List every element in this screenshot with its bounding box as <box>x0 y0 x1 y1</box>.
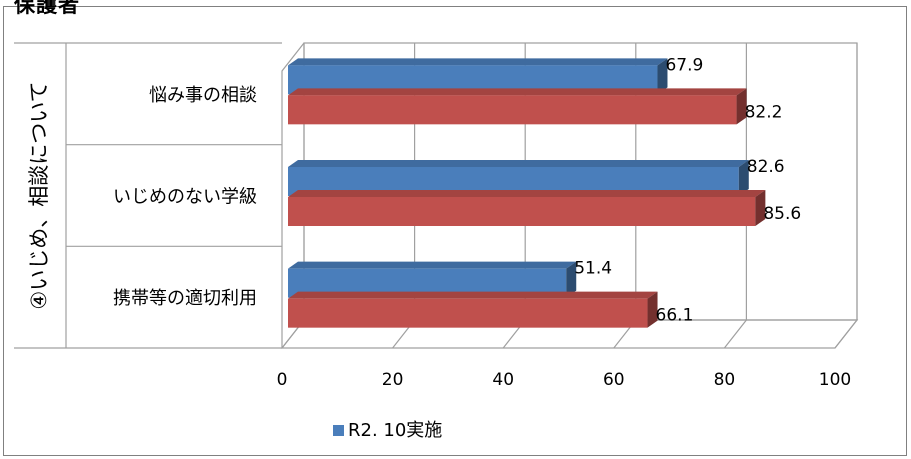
data-label: 67.9 <box>665 55 703 75</box>
gridline-5 <box>834 43 858 349</box>
group-axis-label: ④いじめ、相談について <box>27 81 51 309</box>
bar-red-2 <box>288 291 658 328</box>
category-label: 悩み事の相談 <box>149 85 257 106</box>
data-label: 66.1 <box>656 306 694 326</box>
x-tick-label: 40 <box>492 370 514 390</box>
x-tick-label: 0 <box>277 370 288 390</box>
legend-swatch <box>333 425 344 436</box>
legend-label: R2. 10実施 <box>348 420 442 441</box>
x-tick-label: 20 <box>382 370 404 390</box>
data-label: 82.2 <box>745 102 783 122</box>
data-label: 82.6 <box>747 157 785 177</box>
x-tick-label: 100 <box>819 370 851 390</box>
gridline-4 <box>723 43 747 349</box>
bar-red-0 <box>288 88 747 125</box>
x-tick-label: 60 <box>603 370 625 390</box>
plot-side-wall <box>281 42 305 348</box>
bar-red-1 <box>288 190 766 226</box>
data-label: 51.4 <box>574 259 612 279</box>
page-heading: 保護者 <box>14 0 80 17</box>
category-label: 携帯等の適切利用 <box>113 288 257 309</box>
category-label: いじめのない学級 <box>113 187 257 208</box>
x-tick-label: 80 <box>714 370 736 390</box>
data-label: 85.6 <box>763 204 801 224</box>
